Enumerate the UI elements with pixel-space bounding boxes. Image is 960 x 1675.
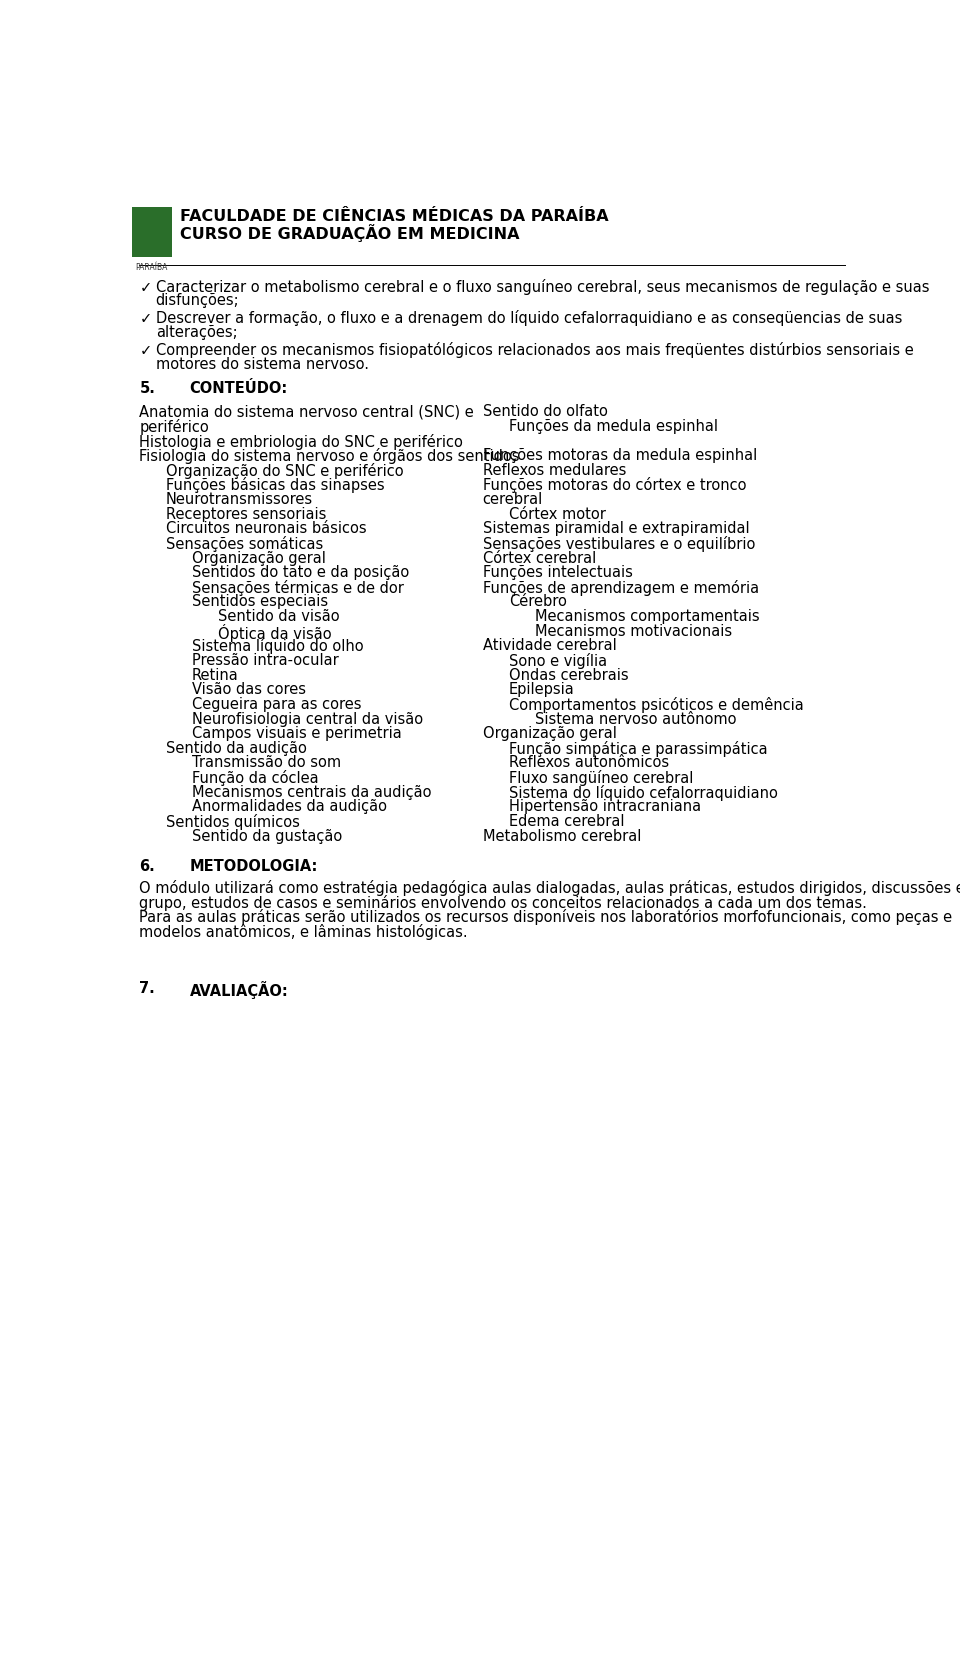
- Text: Caracterizar o metabolismo cerebral e o fluxo sanguíneo cerebral, seus mecanismo: Caracterizar o metabolismo cerebral e o …: [156, 278, 929, 295]
- Text: Funções da medula espinhal: Funções da medula espinhal: [509, 419, 718, 434]
- Text: Reflexos autonômicos: Reflexos autonômicos: [509, 755, 669, 771]
- Text: Anormalidades da audição: Anormalidades da audição: [192, 799, 387, 814]
- Text: grupo, estudos de casos e seminários envolvendo os conceitos relacionados a cada: grupo, estudos de casos e seminários env…: [139, 894, 867, 911]
- Text: Sensações vestibulares e o equilíbrio: Sensações vestibulares e o equilíbrio: [483, 536, 756, 553]
- Text: Compreender os mecanismos fisiopatólógicos relacionados aos mais freqüentes dist: Compreender os mecanismos fisiopatólógic…: [156, 342, 913, 358]
- Text: Sentido da visão: Sentido da visão: [219, 610, 340, 625]
- Text: Neurofisiologia central da visão: Neurofisiologia central da visão: [192, 712, 423, 727]
- Text: Metabolismo cerebral: Metabolismo cerebral: [483, 829, 641, 844]
- Text: CURSO DE GRADUAÇÃO EM MEDICINA: CURSO DE GRADUAÇÃO EM MEDICINA: [180, 224, 519, 243]
- Text: Sentido da audição: Sentido da audição: [166, 740, 306, 755]
- Text: Organização geral: Organização geral: [192, 551, 326, 566]
- Text: FACULDADE DE CIÊNCIAS MÉDICAS DA PARAÍBA: FACULDADE DE CIÊNCIAS MÉDICAS DA PARAÍBA: [180, 209, 609, 224]
- Text: Funções motoras do córtex e tronco: Funções motoras do córtex e tronco: [483, 477, 746, 494]
- Text: Sensações somáticas: Sensações somáticas: [166, 536, 323, 553]
- Text: Córtex motor: Córtex motor: [509, 508, 606, 521]
- Text: Neurotransmissores: Neurotransmissores: [166, 492, 313, 508]
- Text: Receptores sensoriais: Receptores sensoriais: [166, 508, 326, 521]
- Text: modelos anatômicos, e lâminas histológicas.: modelos anatômicos, e lâminas histológic…: [139, 925, 468, 940]
- Text: Anatomia do sistema nervoso central (SNC) e: Anatomia do sistema nervoso central (SNC…: [139, 404, 474, 419]
- Text: Sistemas piramidal e extrapiramidal: Sistemas piramidal e extrapiramidal: [483, 521, 750, 536]
- Text: Campos visuais e perimetria: Campos visuais e perimetria: [192, 727, 402, 740]
- Text: Mecanismos motivacionais: Mecanismos motivacionais: [536, 623, 732, 638]
- Text: Função da cóclea: Função da cóclea: [192, 770, 319, 786]
- Text: Hipertensão intracraniana: Hipertensão intracraniana: [509, 799, 701, 814]
- Text: Mecanismos comportamentais: Mecanismos comportamentais: [536, 610, 760, 625]
- Text: PARAÍBA: PARAÍBA: [135, 263, 168, 271]
- Text: ✓: ✓: [139, 312, 152, 327]
- Text: 6.: 6.: [139, 859, 156, 874]
- Text: Circuitos neuronais básicos: Circuitos neuronais básicos: [166, 521, 367, 536]
- Text: Retina: Retina: [192, 668, 239, 683]
- Text: Comportamentos psicóticos e demência: Comportamentos psicóticos e demência: [509, 697, 804, 714]
- Text: Função simpática e parassimpática: Função simpática e parassimpática: [509, 740, 768, 757]
- Text: Córtex cerebral: Córtex cerebral: [483, 551, 596, 566]
- Text: Histologia e embriologia do SNC e periférico: Histologia e embriologia do SNC e perifé…: [139, 434, 464, 449]
- Text: Sentidos especiais: Sentidos especiais: [192, 595, 328, 610]
- Text: 5.: 5.: [139, 382, 156, 397]
- Text: Transmissão do som: Transmissão do som: [192, 755, 341, 771]
- Text: Sistema nervoso autônomo: Sistema nervoso autônomo: [536, 712, 737, 727]
- Text: Pressão intra-ocular: Pressão intra-ocular: [192, 653, 339, 668]
- Text: Funções de aprendizagem e memória: Funções de aprendizagem e memória: [483, 580, 758, 596]
- Text: METODOLOGIA:: METODOLOGIA:: [190, 859, 318, 874]
- Text: Epilepsia: Epilepsia: [509, 682, 575, 697]
- Text: Edema cerebral: Edema cerebral: [509, 814, 625, 829]
- Text: motores do sistema nervoso.: motores do sistema nervoso.: [156, 357, 369, 372]
- Text: Funções básicas das sinapses: Funções básicas das sinapses: [166, 477, 384, 494]
- Text: Atividade cerebral: Atividade cerebral: [483, 638, 616, 653]
- Text: Sono e vigília: Sono e vigília: [509, 653, 607, 668]
- Text: Sistema líquido do olho: Sistema líquido do olho: [192, 638, 364, 655]
- Text: Cérebro: Cérebro: [509, 595, 567, 610]
- Text: alterações;: alterações;: [156, 325, 237, 340]
- Text: Funções intelectuais: Funções intelectuais: [483, 564, 633, 580]
- Text: Visão das cores: Visão das cores: [192, 682, 306, 697]
- Text: Sistema do líquido cefalorraquidiano: Sistema do líquido cefalorraquidiano: [509, 784, 778, 801]
- Text: Organização geral: Organização geral: [483, 727, 616, 740]
- Text: ✓: ✓: [139, 280, 152, 295]
- Text: Sentidos químicos: Sentidos químicos: [166, 814, 300, 829]
- Text: Descrever a formação, o fluxo e a drenagem do líquido cefalorraquidiano e as con: Descrever a formação, o fluxo e a drenag…: [156, 310, 902, 327]
- Text: Ondas cerebrais: Ondas cerebrais: [509, 668, 629, 683]
- Text: Sensações térmicas e de dor: Sensações térmicas e de dor: [192, 580, 404, 596]
- Text: Fluxo sangüíneo cerebral: Fluxo sangüíneo cerebral: [509, 770, 693, 786]
- Text: Para as aulas práticas serão utilizados os recursos disponíveis nos laboratórios: Para as aulas práticas serão utilizados …: [139, 910, 952, 925]
- Text: disfunções;: disfunções;: [156, 293, 239, 308]
- Text: cerebral: cerebral: [483, 492, 543, 508]
- Text: Funções motoras da medula espinhal: Funções motoras da medula espinhal: [483, 449, 756, 464]
- Text: AVALIAÇÃO:: AVALIAÇÃO:: [190, 982, 289, 998]
- Text: O módulo utilizará como estratégia pedagógica aulas dialogadas, aulas práticas, : O módulo utilizará como estratégia pedag…: [139, 879, 960, 896]
- Bar: [132, 208, 172, 258]
- Text: Óptica da visão: Óptica da visão: [219, 623, 332, 642]
- Text: Organização do SNC e periférico: Organização do SNC e periférico: [166, 462, 403, 479]
- Text: Reflexos medulares: Reflexos medulares: [483, 462, 626, 477]
- Text: 7.: 7.: [139, 982, 156, 997]
- Text: ✓: ✓: [139, 343, 152, 358]
- Text: Sentido do olfato: Sentido do olfato: [483, 404, 608, 419]
- Text: Mecanismos centrais da audição: Mecanismos centrais da audição: [192, 784, 432, 799]
- Text: CONTEÚDO:: CONTEÚDO:: [190, 382, 288, 397]
- Text: Sentido da gustação: Sentido da gustação: [192, 829, 343, 844]
- Text: periférico: periférico: [139, 419, 209, 436]
- Text: Sentidos do tato e da posição: Sentidos do tato e da posição: [192, 564, 409, 580]
- Text: Fisiologia do sistema nervoso e órgãos dos sentidos: Fisiologia do sistema nervoso e órgãos d…: [139, 449, 520, 464]
- Text: Cegueira para as cores: Cegueira para as cores: [192, 697, 362, 712]
